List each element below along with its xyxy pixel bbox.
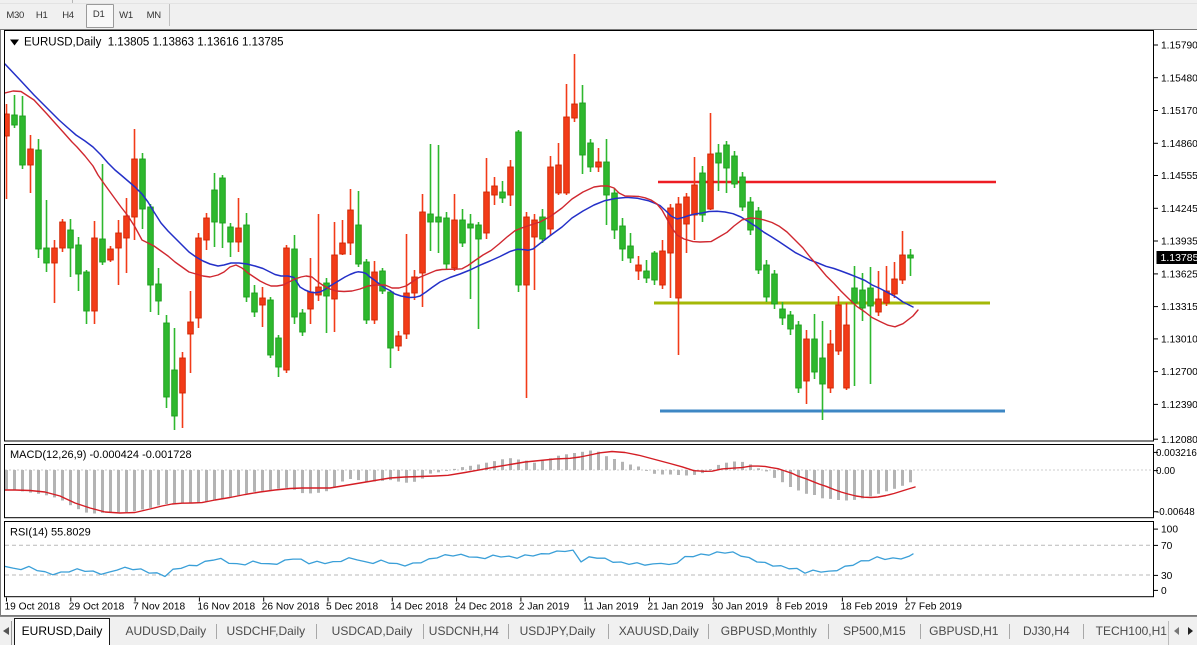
- svg-text:100: 100: [1161, 525, 1178, 536]
- svg-text:-0.00648: -0.00648: [1156, 507, 1195, 518]
- svg-text:7 Nov 2018: 7 Nov 2018: [133, 602, 185, 613]
- svg-text:19 Oct 2018: 19 Oct 2018: [5, 602, 61, 613]
- svg-text:EURUSD,Daily 1.13805 1.13863: EURUSD,Daily 1.13805 1.13863 1.13616 1.1…: [24, 37, 284, 49]
- svg-text:1.13935: 1.13935: [1161, 237, 1197, 248]
- svg-text:11 Jan 2019: 11 Jan 2019: [583, 602, 639, 613]
- svg-text:1.13010: 1.13010: [1161, 335, 1197, 346]
- svg-text:24 Dec 2018: 24 Dec 2018: [455, 602, 513, 613]
- svg-text:1.15480: 1.15480: [1161, 73, 1197, 84]
- svg-text:1.13315: 1.13315: [1161, 302, 1197, 313]
- svg-text:MACD(12,26,9) -0.000424 -0.001: MACD(12,26,9) -0.000424 -0.001728: [10, 449, 192, 461]
- svg-text:30 Jan 2019: 30 Jan 2019: [712, 602, 768, 613]
- svg-text:30: 30: [1161, 571, 1173, 582]
- svg-text:1.14555: 1.14555: [1161, 171, 1197, 182]
- svg-text:21 Jan 2019: 21 Jan 2019: [648, 602, 704, 613]
- svg-text:18 Feb 2019: 18 Feb 2019: [840, 602, 898, 613]
- svg-text:1.15170: 1.15170: [1161, 106, 1197, 117]
- svg-text:27 Feb 2019: 27 Feb 2019: [905, 602, 963, 613]
- svg-text:70: 70: [1161, 541, 1173, 552]
- svg-text:1.12390: 1.12390: [1161, 400, 1197, 411]
- svg-text:1.14860: 1.14860: [1161, 139, 1197, 150]
- svg-text:1.14245: 1.14245: [1161, 204, 1197, 215]
- svg-text:8 Feb 2019: 8 Feb 2019: [776, 602, 828, 613]
- svg-text:0.003216: 0.003216: [1156, 448, 1197, 459]
- svg-text:29 Oct 2018: 29 Oct 2018: [69, 602, 125, 613]
- svg-text:2 Jan 2019: 2 Jan 2019: [519, 602, 570, 613]
- svg-text:5 Dec 2018: 5 Dec 2018: [326, 602, 378, 613]
- svg-text:1.15790: 1.15790: [1161, 41, 1197, 52]
- svg-text:14 Dec 2018: 14 Dec 2018: [390, 602, 448, 613]
- svg-text:RSI(14) 55.8029: RSI(14) 55.8029: [10, 527, 91, 539]
- svg-text:1.13785: 1.13785: [1161, 252, 1197, 264]
- svg-text:16 Nov 2018: 16 Nov 2018: [197, 602, 255, 613]
- svg-text:1.12080: 1.12080: [1161, 435, 1197, 446]
- svg-text:0: 0: [1161, 586, 1167, 597]
- svg-text:26 Nov 2018: 26 Nov 2018: [262, 602, 320, 613]
- svg-text:1.12700: 1.12700: [1161, 367, 1197, 378]
- svg-text:1.13625: 1.13625: [1161, 270, 1197, 281]
- svg-text:0.00: 0.00: [1156, 466, 1176, 477]
